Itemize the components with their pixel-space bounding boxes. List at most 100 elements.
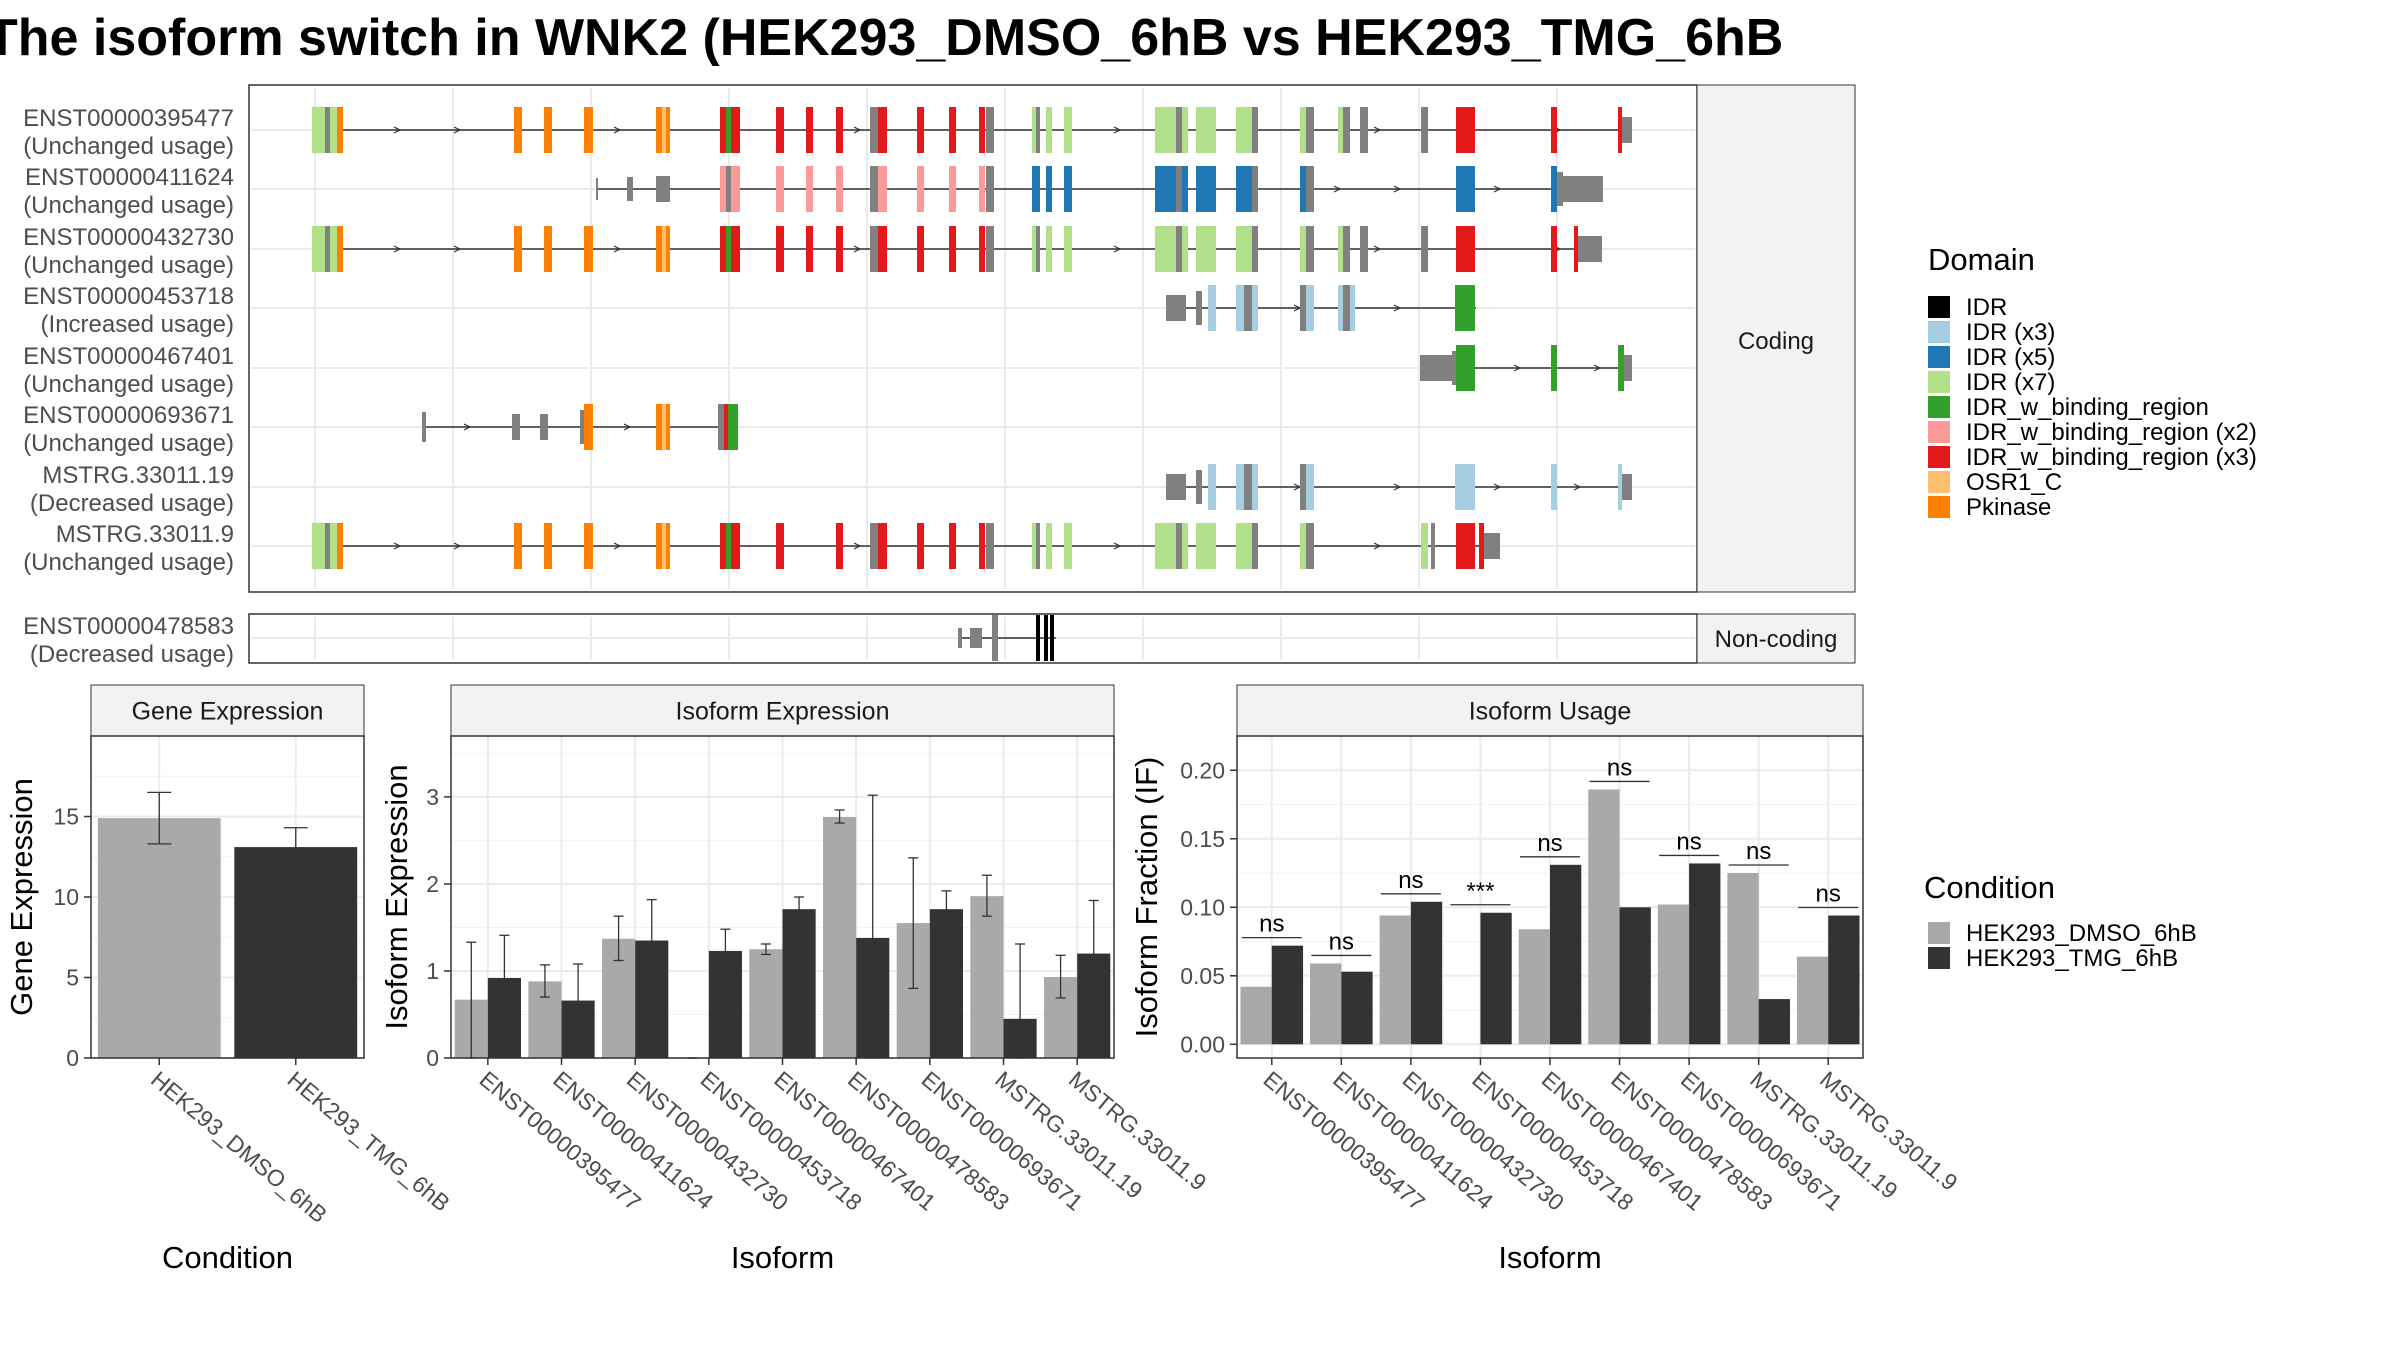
domain-legend-title: Domain xyxy=(1928,242,2035,277)
strand-arrow xyxy=(1493,483,1502,491)
transcript-id-label: ENST00000432730 xyxy=(23,224,234,251)
bar xyxy=(1240,986,1272,1045)
strand-arrow xyxy=(453,245,462,253)
exon-block xyxy=(970,628,982,648)
exon-block xyxy=(1196,291,1202,325)
transcript-status-label: (Unchanged usage) xyxy=(23,252,234,279)
exon-block xyxy=(312,523,325,569)
exon-block xyxy=(1196,226,1216,272)
figure-title: The isoform switch in WNK2 (HEK293_DMSO_… xyxy=(0,9,1783,67)
exon-block xyxy=(1155,226,1176,272)
exon-block xyxy=(584,226,593,272)
exon-block xyxy=(1618,464,1622,510)
exon-block xyxy=(726,166,731,212)
bar xyxy=(1271,945,1304,1045)
exon-block xyxy=(1360,107,1368,153)
domain-legend-swatch xyxy=(1928,471,1950,493)
bar xyxy=(1657,904,1690,1045)
domain-legend-swatch xyxy=(1928,321,1950,343)
exon-block xyxy=(1064,107,1072,153)
exon-block xyxy=(878,226,887,272)
bar xyxy=(234,847,358,1058)
transcript-id-label: ENST00000478583 xyxy=(23,613,234,640)
exon-block xyxy=(1456,523,1475,569)
exon-block xyxy=(1036,523,1040,569)
exon-block xyxy=(1182,523,1188,569)
strand-arrow xyxy=(613,245,622,253)
exon-block xyxy=(1252,464,1258,510)
bar xyxy=(1619,907,1651,1045)
significance-label: ns xyxy=(1746,838,1771,865)
strand-arrow xyxy=(853,245,862,253)
transcript-status-label: (Unchanged usage) xyxy=(23,549,234,576)
exon-block xyxy=(1350,285,1355,331)
exon-block xyxy=(776,166,784,212)
domain-legend-label: IDR (x5) xyxy=(1966,344,2055,371)
exon-block xyxy=(1046,107,1052,153)
exon-block xyxy=(1455,285,1475,331)
exon-block xyxy=(1306,166,1314,212)
significance-label: ns xyxy=(1398,867,1423,894)
exon-block xyxy=(1456,226,1475,272)
strand-arrow xyxy=(1393,483,1402,491)
strand-arrow xyxy=(453,126,462,134)
strand-arrow xyxy=(393,542,402,550)
panel-title: Gene Expression xyxy=(132,698,324,726)
exon-block xyxy=(806,107,813,153)
significance-label: ns xyxy=(1607,754,1632,781)
exon-block xyxy=(992,615,998,661)
bar xyxy=(929,909,963,1058)
strand-arrow xyxy=(463,423,472,431)
x-axis-title: Isoform xyxy=(731,1240,834,1275)
bar xyxy=(1588,789,1620,1045)
exon-block xyxy=(1176,107,1182,153)
transcript-id-label: ENST00000411624 xyxy=(25,164,234,191)
exon-block xyxy=(1343,226,1350,272)
transcript-status-label: (Increased usage) xyxy=(41,311,234,338)
exon-block xyxy=(1252,107,1258,153)
domain-legend-label: IDR_w_binding_region (x3) xyxy=(1966,444,2257,471)
exon-block xyxy=(1196,107,1216,153)
bar xyxy=(1480,912,1512,1045)
exon-block xyxy=(1431,523,1435,569)
x-axis-title: Condition xyxy=(162,1240,293,1275)
exon-block xyxy=(1618,107,1622,153)
exon-block xyxy=(917,226,924,272)
exon-block xyxy=(1064,166,1072,212)
significance-label: ns xyxy=(1259,911,1284,938)
exon-block xyxy=(878,107,887,153)
exon-block xyxy=(1618,345,1624,391)
exon-block xyxy=(544,107,552,153)
exon-block xyxy=(666,523,670,569)
exon-block xyxy=(1338,107,1343,153)
exon-block xyxy=(1236,226,1252,272)
exon-block xyxy=(1484,533,1500,559)
transcript-structure-panel: Coding Non-coding ENST00000395477(Unchan… xyxy=(23,84,1856,668)
exon-block xyxy=(662,226,666,272)
exon-block xyxy=(662,404,666,450)
exon-block xyxy=(917,107,924,153)
y-axis-title: Isoform Fraction (IF) xyxy=(1129,757,1164,1038)
exon-block xyxy=(627,177,633,201)
y-tick-label: 2 xyxy=(426,871,439,897)
exon-block xyxy=(870,226,878,272)
transcript-status-label: (Decreased usage) xyxy=(30,490,234,517)
y-tick-label: 5 xyxy=(66,965,79,991)
y-tick-label: 0.20 xyxy=(1180,757,1225,783)
exon-block xyxy=(312,226,325,272)
exon-block xyxy=(836,523,843,569)
condition-legend-swatch xyxy=(1928,947,1950,969)
strand-arrow xyxy=(853,542,862,550)
y-tick-label: 1 xyxy=(426,958,439,984)
exon-block xyxy=(731,166,740,212)
exon-block xyxy=(514,107,522,153)
panel-strip xyxy=(1236,684,1864,737)
exon-block xyxy=(512,414,520,440)
exon-block xyxy=(656,107,662,153)
exon-block xyxy=(656,226,662,272)
panel-title: Isoform Expression xyxy=(676,698,890,726)
exon-block xyxy=(1155,523,1176,569)
exon-block xyxy=(1420,355,1452,381)
strand-arrow xyxy=(1393,185,1402,193)
exon-block xyxy=(720,166,726,212)
